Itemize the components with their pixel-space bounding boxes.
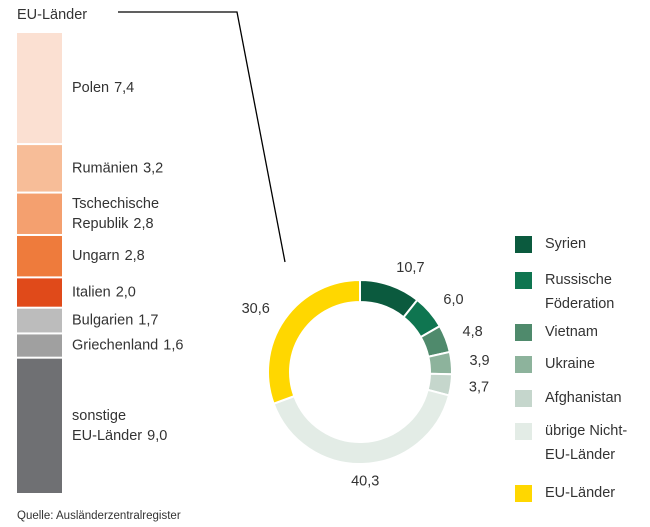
legend-swatch: [515, 390, 532, 407]
bar-label-name: Rumänien: [72, 160, 138, 176]
legend-swatch: [515, 356, 532, 373]
legend-label: Ukraine: [545, 356, 595, 372]
value-label: 3,9: [469, 353, 489, 369]
bar-label: Tschechische Republik 2,8: [72, 196, 163, 232]
bar-segment: [17, 145, 62, 192]
bar-label-line: Tschechische: [72, 196, 163, 212]
bar-value-label: 9,0: [147, 428, 167, 444]
value-label: 6,0: [443, 292, 463, 308]
bar-label: sonstige EU-Länder 9,0: [72, 408, 167, 444]
value-label: 40,3: [351, 474, 379, 490]
bar-value-label: 7,4: [114, 80, 134, 96]
legend-swatch: [515, 236, 532, 253]
source: Quelle: Ausländerzentralregister: [17, 510, 181, 522]
bar-value-label: 1,6: [163, 337, 183, 353]
bar-label-name: Ungarn: [72, 248, 120, 264]
bar-segment: [17, 193, 62, 234]
bar-label: Bulgarien 1,7: [72, 312, 158, 328]
legend-label: Syrien: [545, 236, 587, 252]
bar-label-name: Bulgarien: [72, 312, 133, 328]
bar-segment: [17, 308, 62, 333]
bar-label-name: Griechenland: [72, 337, 158, 353]
bar-title: EU-Länder: [17, 7, 87, 23]
connector: [118, 11, 286, 263]
bar-segment: [17, 278, 62, 307]
value-label: 30,6: [242, 301, 270, 317]
bar-label: Rumänien 3,2: [72, 160, 163, 176]
bar-label-line: sonstige: [72, 408, 130, 424]
donut-segment: [272, 388, 451, 465]
donut-segment: [427, 350, 453, 376]
bar-label: Italien 2,0: [72, 284, 136, 300]
bar-value-label: 1,7: [138, 312, 158, 328]
bar-label: Griechenland 1,6: [72, 337, 183, 353]
bar-label-line: Republik: [72, 216, 129, 232]
legend-swatch: [515, 485, 532, 502]
bar-segment: [17, 235, 62, 277]
bar-label-name: sonstige EU-Länder: [72, 408, 142, 444]
bar-segment: [17, 334, 62, 357]
bar-value-label: 2,8: [133, 216, 153, 232]
bar-value-label: 3,2: [143, 160, 163, 176]
bar-label: Polen 7,4: [72, 80, 134, 96]
legend-label: übrige Nicht-EU-Länder: [545, 423, 628, 463]
legend-swatch: [515, 423, 532, 440]
bar-segment: [17, 358, 62, 493]
legend-label: Vietnam: [545, 324, 598, 340]
value-label: 4,8: [463, 324, 483, 340]
bar-value-label: 2,8: [125, 248, 145, 264]
bar-label-name: Italien: [72, 284, 111, 300]
bar-value-label: 2,0: [116, 284, 136, 300]
legend-swatch: [515, 324, 532, 341]
donut-segment: [267, 278, 361, 405]
bar-label: Ungarn 2,8: [72, 248, 145, 264]
bar-segment: [17, 33, 62, 144]
legend-swatch: [515, 272, 532, 289]
legend-label: EU-Länder: [545, 485, 616, 501]
bar-label-line: EU-Länder: [72, 428, 142, 444]
legend-label: Russische Föderation: [545, 272, 615, 312]
value-label: 10,7: [396, 260, 424, 276]
legend-label: Afghanistan: [545, 390, 622, 406]
bar-label-name: Polen: [72, 80, 109, 96]
value-label: 3,7: [469, 379, 489, 395]
bar-label-name: Tschechische Republik: [72, 196, 163, 232]
